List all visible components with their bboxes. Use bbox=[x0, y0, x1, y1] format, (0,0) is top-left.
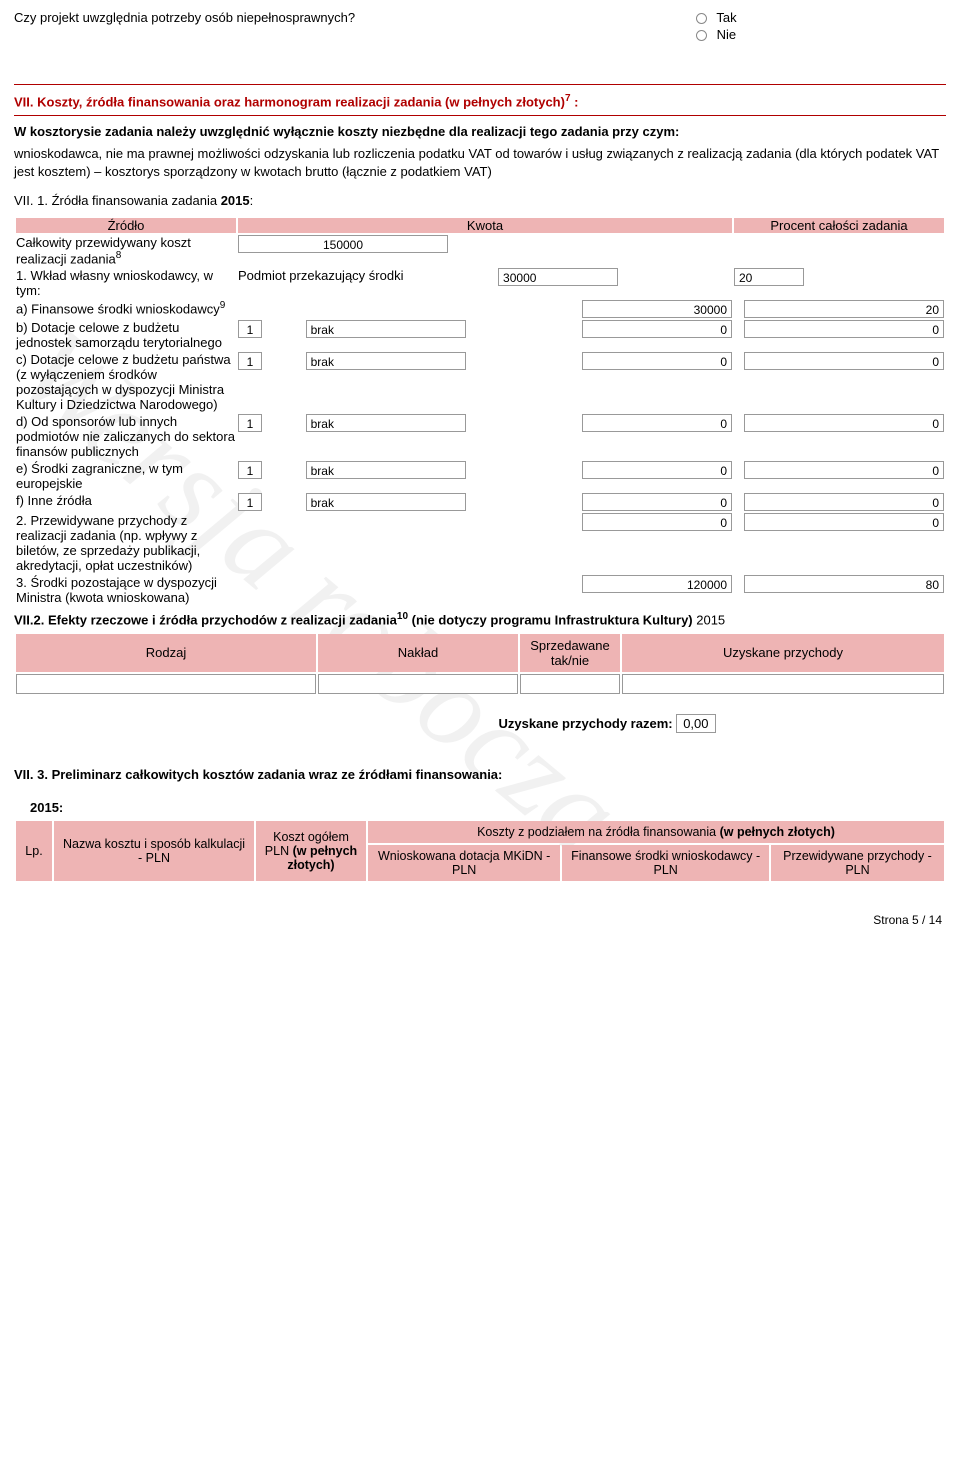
a-amount-input[interactable]: 30000 bbox=[582, 300, 732, 318]
funding-heading: VII. 1. Źródła finansowania zadania 2015… bbox=[14, 192, 946, 210]
radio-no-label: Nie bbox=[717, 27, 737, 42]
col-rodzaj: Rodzaj bbox=[16, 634, 316, 672]
intro-para: wnioskodawca, nie ma prawnej możliwości … bbox=[14, 145, 946, 180]
prelim-table: Lp. Nazwa kosztu i sposób kalkulacji - P… bbox=[14, 819, 946, 883]
row-2-label: 2. Przewidywane przychody z realizacji z… bbox=[16, 513, 236, 573]
c-pct[interactable]: 0 bbox=[744, 352, 944, 370]
row-total-label: Całkowity przewidywany koszt realizacji … bbox=[16, 235, 236, 266]
col-koszt: Koszt ogółem PLN (w pełnych złotych) bbox=[256, 821, 366, 881]
effects-rodzaj-input[interactable] bbox=[16, 674, 316, 694]
col-percent: Procent całości zadania bbox=[734, 218, 944, 233]
effects-naklad-input[interactable] bbox=[318, 674, 518, 694]
effects-przych-input[interactable] bbox=[622, 674, 944, 694]
c-brak[interactable]: brak bbox=[306, 352, 466, 370]
col-przew: Przewidywane przychody - PLN bbox=[771, 845, 944, 881]
effects-sum-value: 0,00 bbox=[676, 714, 715, 733]
col-nazwa: Nazwa kosztu i sposób kalkulacji - PLN bbox=[54, 821, 254, 881]
row-f-label: f) Inne źródła bbox=[16, 493, 236, 511]
d-count[interactable]: 1 bbox=[238, 414, 262, 432]
col-fin: Finansowe środki wnioskodawcy - PLN bbox=[562, 845, 769, 881]
e-brak[interactable]: brak bbox=[306, 461, 466, 479]
r3-pct[interactable]: 80 bbox=[744, 575, 944, 593]
e-count[interactable]: 1 bbox=[238, 461, 262, 479]
own-amount-input[interactable]: 30000 bbox=[498, 268, 618, 286]
row-d-label: d) Od sponsorów lub innych podmiotów nie… bbox=[16, 414, 236, 459]
d-amount[interactable]: 0 bbox=[582, 414, 732, 432]
col-sprz: Sprzedawane tak/nie bbox=[520, 634, 620, 672]
b-brak[interactable]: brak bbox=[306, 320, 466, 338]
effects-sum: Uzyskane przychody razem: 0,00 bbox=[14, 714, 946, 733]
divider bbox=[14, 84, 946, 85]
a-pct-input[interactable]: 20 bbox=[744, 300, 944, 318]
col-split: Koszty z podziałem na źródła finansowani… bbox=[368, 821, 944, 843]
d-pct[interactable]: 0 bbox=[744, 414, 944, 432]
intro-bold: W kosztorysie zadania należy uwzględnić … bbox=[14, 124, 946, 139]
r2-pct[interactable]: 0 bbox=[744, 513, 944, 531]
b-pct[interactable]: 0 bbox=[744, 320, 944, 338]
f-amount[interactable]: 0 bbox=[582, 493, 732, 511]
effects-table: Rodzaj Nakład Sprzedawane tak/nie Uzyska… bbox=[14, 632, 946, 696]
row-e-label: e) Środki zagraniczne, w tym europejskie bbox=[16, 461, 236, 491]
col-wniosk: Wnioskowana dotacja MKiDN - PLN bbox=[368, 845, 560, 881]
d-brak[interactable]: brak bbox=[306, 414, 466, 432]
page-footer: Strona 5 / 14 bbox=[14, 913, 946, 927]
own-pct-input[interactable]: 20 bbox=[734, 268, 804, 286]
radio-yes-label: Tak bbox=[716, 10, 736, 25]
row-3-label: 3. Środki pozostające w dyspozycji Minis… bbox=[16, 575, 236, 605]
b-amount[interactable]: 0 bbox=[582, 320, 732, 338]
podmiot-label: Podmiot przekazujący środki bbox=[238, 268, 403, 283]
prelim-heading: VII. 3. Preliminarz całkowitych kosztów … bbox=[14, 767, 946, 782]
col-amount: Kwota bbox=[238, 218, 732, 233]
disability-question: Czy projekt uwzględnia potrzeby osób nie… bbox=[14, 10, 696, 25]
radio-yes[interactable] bbox=[696, 13, 707, 24]
row-own-label: 1. Wkład własny wnioskodawcy, w tym: bbox=[16, 268, 236, 298]
total-cost-input[interactable]: 150000 bbox=[238, 235, 448, 253]
f-brak[interactable]: brak bbox=[306, 493, 466, 511]
section-vii-title: VII. Koszty, źródła finansowania oraz ha… bbox=[14, 93, 946, 109]
col-source: Źródło bbox=[16, 218, 236, 233]
effects-heading: VII.2. Efekty rzeczowe i źródła przychod… bbox=[14, 611, 946, 627]
b-count[interactable]: 1 bbox=[238, 320, 262, 338]
e-pct[interactable]: 0 bbox=[744, 461, 944, 479]
c-amount[interactable]: 0 bbox=[582, 352, 732, 370]
r2-amount[interactable]: 0 bbox=[582, 513, 732, 531]
f-pct[interactable]: 0 bbox=[744, 493, 944, 511]
c-count[interactable]: 1 bbox=[238, 352, 262, 370]
col-przych: Uzyskane przychody bbox=[622, 634, 944, 672]
row-b-label: b) Dotacje celowe z budżetu jednostek sa… bbox=[16, 320, 236, 350]
e-amount[interactable]: 0 bbox=[582, 461, 732, 479]
funding-table: Źródło Kwota Procent całości zadania Cał… bbox=[14, 216, 946, 607]
col-lp: Lp. bbox=[16, 821, 52, 881]
divider bbox=[14, 115, 946, 116]
radio-no[interactable] bbox=[696, 30, 707, 41]
prelim-year: 2015: bbox=[30, 800, 946, 815]
row-a-label: a) Finansowe środki wnioskodawcy9 bbox=[16, 300, 236, 318]
row-c-label: c) Dotacje celowe z budżetu państwa (z w… bbox=[16, 352, 236, 412]
r3-amount[interactable]: 120000 bbox=[582, 575, 732, 593]
effects-sprz-input[interactable] bbox=[520, 674, 620, 694]
f-count[interactable]: 1 bbox=[238, 493, 262, 511]
col-naklad: Nakład bbox=[318, 634, 518, 672]
